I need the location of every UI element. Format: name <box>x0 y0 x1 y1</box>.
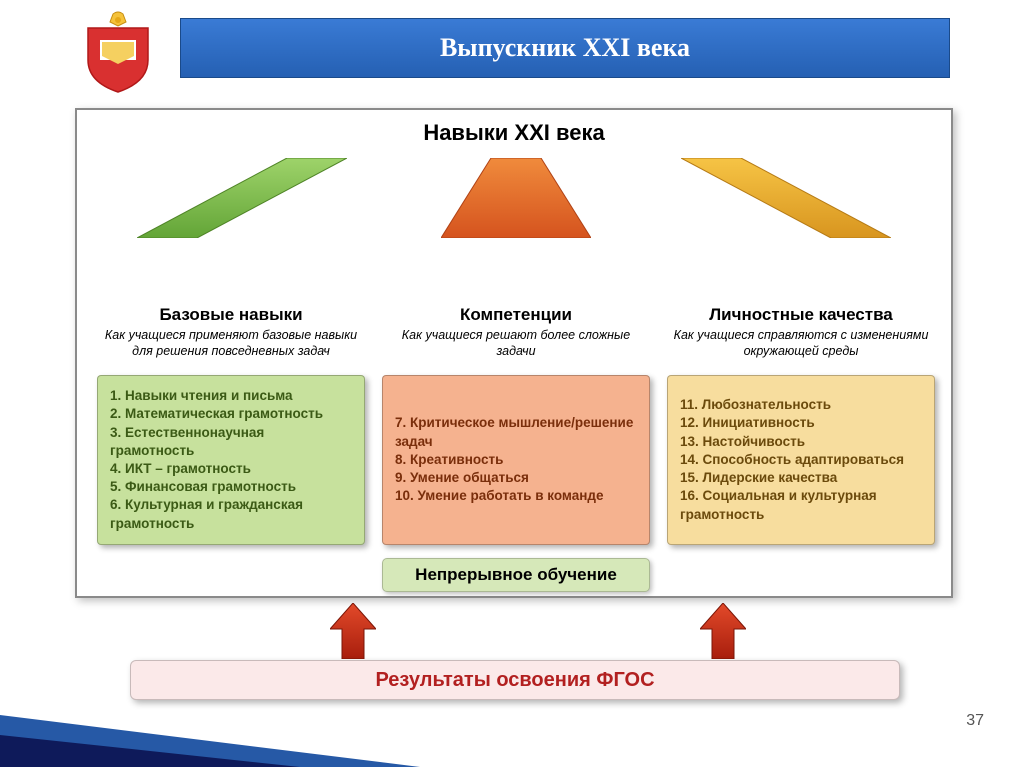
column-1-subtitle: Как учащиеся применяют базовые навыки дл… <box>97 328 365 359</box>
connector-shape-center <box>441 158 591 238</box>
column-3-subtitle: Как учащиеся справляются с изменениями о… <box>667 328 935 359</box>
skills-header: Навыки XXI века <box>77 120 951 146</box>
coat-of-arms-icon <box>78 10 158 95</box>
column-3-header: Личностные качества Как учащиеся справля… <box>667 305 935 359</box>
continuous-learning-box: Непрерывное обучение <box>382 558 650 592</box>
column-2-box: 7. Критическое мышление/решение задач 8.… <box>382 375 650 545</box>
page-number: 37 <box>966 712 984 730</box>
column-1-box: 1. Навыки чтения и письма 2. Математичес… <box>97 375 365 545</box>
column-1-header: Базовые навыки Как учащиеся применяют ба… <box>97 305 365 359</box>
column-2-header: Компетенции Как учащиеся решают более сл… <box>382 305 650 359</box>
skills-frame: Навыки XXI века Базовые навыки Как учащи… <box>75 108 953 598</box>
connector-shape-right <box>681 158 891 238</box>
results-label: Результаты освоения ФГОС <box>375 669 654 692</box>
column-1-items: 1. Навыки чтения и письма 2. Математичес… <box>110 387 352 533</box>
column-3-title: Личностные качества <box>667 305 935 325</box>
column-2-title: Компетенции <box>382 305 650 325</box>
column-2-items: 7. Критическое мышление/решение задач 8.… <box>395 414 637 505</box>
column-3-box: 11. Любознательность 12. Инициативность … <box>667 375 935 545</box>
column-1-title: Базовые навыки <box>97 305 365 325</box>
title-text: Выпускник XXI века <box>440 33 690 63</box>
results-bar: Результаты освоения ФГОС <box>130 660 900 700</box>
connector-shape-left <box>137 158 347 238</box>
column-2-subtitle: Как учащиеся решают более сложные задачи <box>382 328 650 359</box>
continuous-learning-label: Непрерывное обучение <box>415 565 617 585</box>
up-arrow-icon <box>700 603 746 659</box>
title-bar: Выпускник XXI века <box>180 18 950 78</box>
up-arrow-icon <box>330 603 376 659</box>
column-3-items: 11. Любознательность 12. Инициативность … <box>680 396 922 524</box>
